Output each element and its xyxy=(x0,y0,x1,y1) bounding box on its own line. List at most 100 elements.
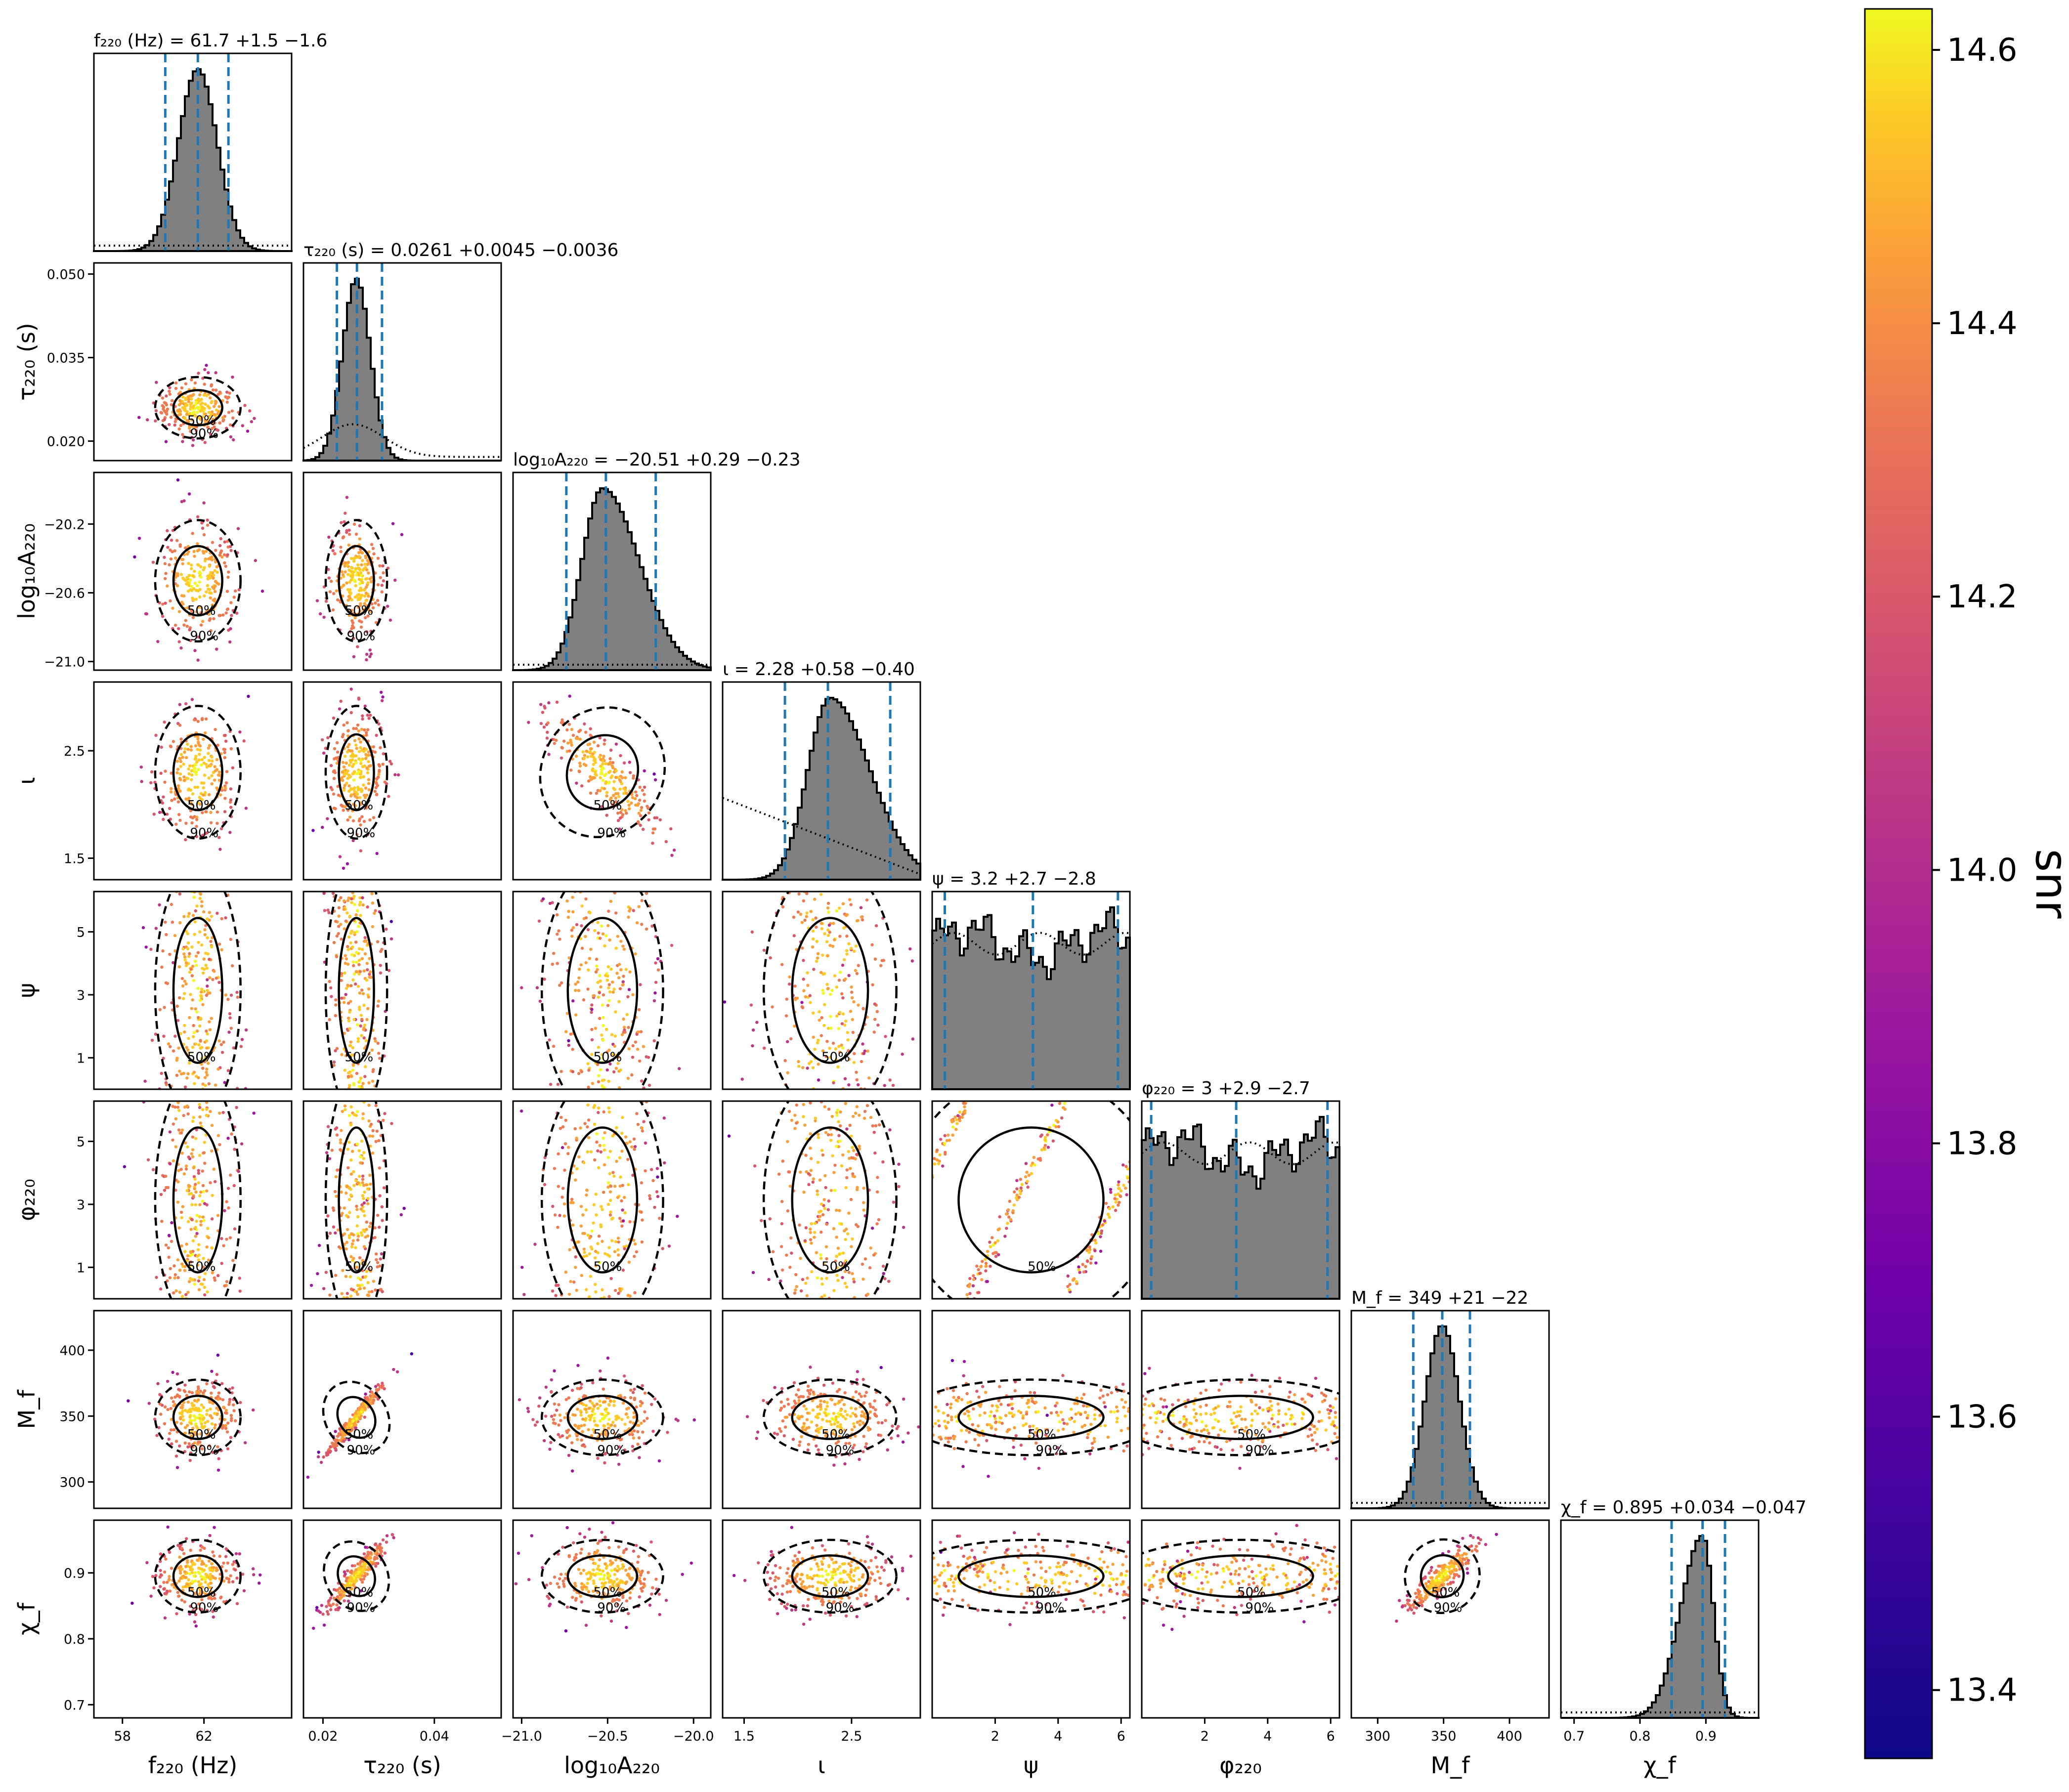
sample-point xyxy=(854,1434,857,1438)
sample-point xyxy=(231,766,235,769)
sample-point xyxy=(624,809,627,812)
sample-point xyxy=(334,1014,337,1018)
sample-point xyxy=(186,777,190,780)
sample-point xyxy=(624,1135,628,1139)
sample-point xyxy=(606,1181,610,1185)
sample-point xyxy=(209,571,213,574)
sample-point xyxy=(960,1115,964,1119)
sample-point xyxy=(317,1243,321,1247)
sample-point xyxy=(347,1234,351,1237)
sample-point xyxy=(209,764,212,768)
sample-point xyxy=(158,1008,162,1012)
sample-point xyxy=(1056,1120,1060,1124)
sample-point xyxy=(232,596,236,599)
sample-point xyxy=(366,1202,370,1205)
sample-point xyxy=(170,1442,173,1446)
panel-frame xyxy=(93,52,293,252)
sample-point xyxy=(193,381,197,385)
sample-point xyxy=(582,1403,585,1407)
sample-point xyxy=(586,928,590,932)
sample-point xyxy=(891,1083,895,1087)
sample-point xyxy=(355,1142,359,1146)
sample-point xyxy=(201,717,204,721)
sample-point xyxy=(203,1161,207,1165)
contour-label: 90% xyxy=(597,1103,626,1118)
sample-point xyxy=(381,1290,384,1293)
sample-point xyxy=(194,1431,197,1434)
sample-point xyxy=(617,976,621,980)
sample-point xyxy=(600,770,603,774)
sample-point xyxy=(592,759,596,762)
sample-point xyxy=(370,543,374,546)
sample-point xyxy=(580,1438,583,1442)
sample-point xyxy=(802,1115,805,1118)
contour-label: 90% xyxy=(1036,1313,1065,1327)
sample-point xyxy=(870,943,874,946)
sample-point xyxy=(822,1198,826,1201)
sample-point xyxy=(591,767,595,771)
sample-point xyxy=(823,932,826,936)
sample-point xyxy=(639,983,642,986)
sample-point xyxy=(835,1254,838,1258)
sample-point xyxy=(608,1062,612,1066)
sample-point xyxy=(186,915,190,918)
sample-point xyxy=(192,1175,196,1179)
sample-point xyxy=(395,1370,399,1373)
sample-point xyxy=(137,416,141,419)
sample-point xyxy=(622,947,626,951)
sample-point xyxy=(354,1426,357,1430)
sample-point xyxy=(851,1237,854,1241)
sample-point xyxy=(1100,1232,1103,1235)
panel-frame xyxy=(93,262,293,462)
sample-point xyxy=(578,770,581,773)
sample-point xyxy=(606,1155,610,1159)
sample-point xyxy=(636,1123,640,1126)
sample-point xyxy=(184,1164,188,1168)
sample-point xyxy=(576,980,580,984)
sample-point xyxy=(221,416,225,420)
sample-point xyxy=(204,964,208,967)
sample-point xyxy=(187,397,191,401)
sample-point xyxy=(205,993,209,997)
sample-point xyxy=(806,983,810,987)
sample-point xyxy=(162,405,166,409)
sample-point xyxy=(239,1401,242,1405)
sample-point xyxy=(387,795,390,798)
sample-point xyxy=(176,1276,180,1280)
sample-point xyxy=(564,1118,567,1122)
sample-point xyxy=(186,1424,189,1427)
sample-point xyxy=(226,396,229,400)
sample-point xyxy=(597,1235,601,1238)
sample-point xyxy=(822,1383,826,1387)
sample-point xyxy=(173,549,176,553)
sample-point xyxy=(877,1218,881,1222)
sample-point xyxy=(231,375,234,379)
contour-50% xyxy=(338,917,375,1064)
sample-point xyxy=(161,396,165,400)
sample-point xyxy=(592,1408,595,1411)
sample-point xyxy=(228,1012,232,1016)
panel-frame xyxy=(302,1100,502,1300)
sample-point xyxy=(187,798,190,802)
sample-point xyxy=(593,1412,596,1416)
sample-point xyxy=(356,984,360,988)
contour-50% xyxy=(791,917,869,1064)
sample-point xyxy=(192,587,196,591)
sample-point xyxy=(635,1032,639,1036)
sample-point xyxy=(334,1274,338,1277)
sample-point xyxy=(639,809,643,812)
sample-point xyxy=(199,1282,203,1286)
sample-point xyxy=(133,555,136,559)
sample-point xyxy=(179,573,183,576)
sample-point xyxy=(198,930,202,934)
sample-point xyxy=(618,827,621,831)
sample-point xyxy=(618,1184,622,1188)
sample-point xyxy=(623,1247,626,1250)
sample-point xyxy=(349,984,353,987)
sample-point xyxy=(565,750,569,753)
sample-point xyxy=(349,1188,352,1191)
sample-point xyxy=(617,795,621,798)
sample-point xyxy=(341,1212,344,1215)
sample-point xyxy=(223,561,226,565)
sample-point xyxy=(855,972,859,976)
